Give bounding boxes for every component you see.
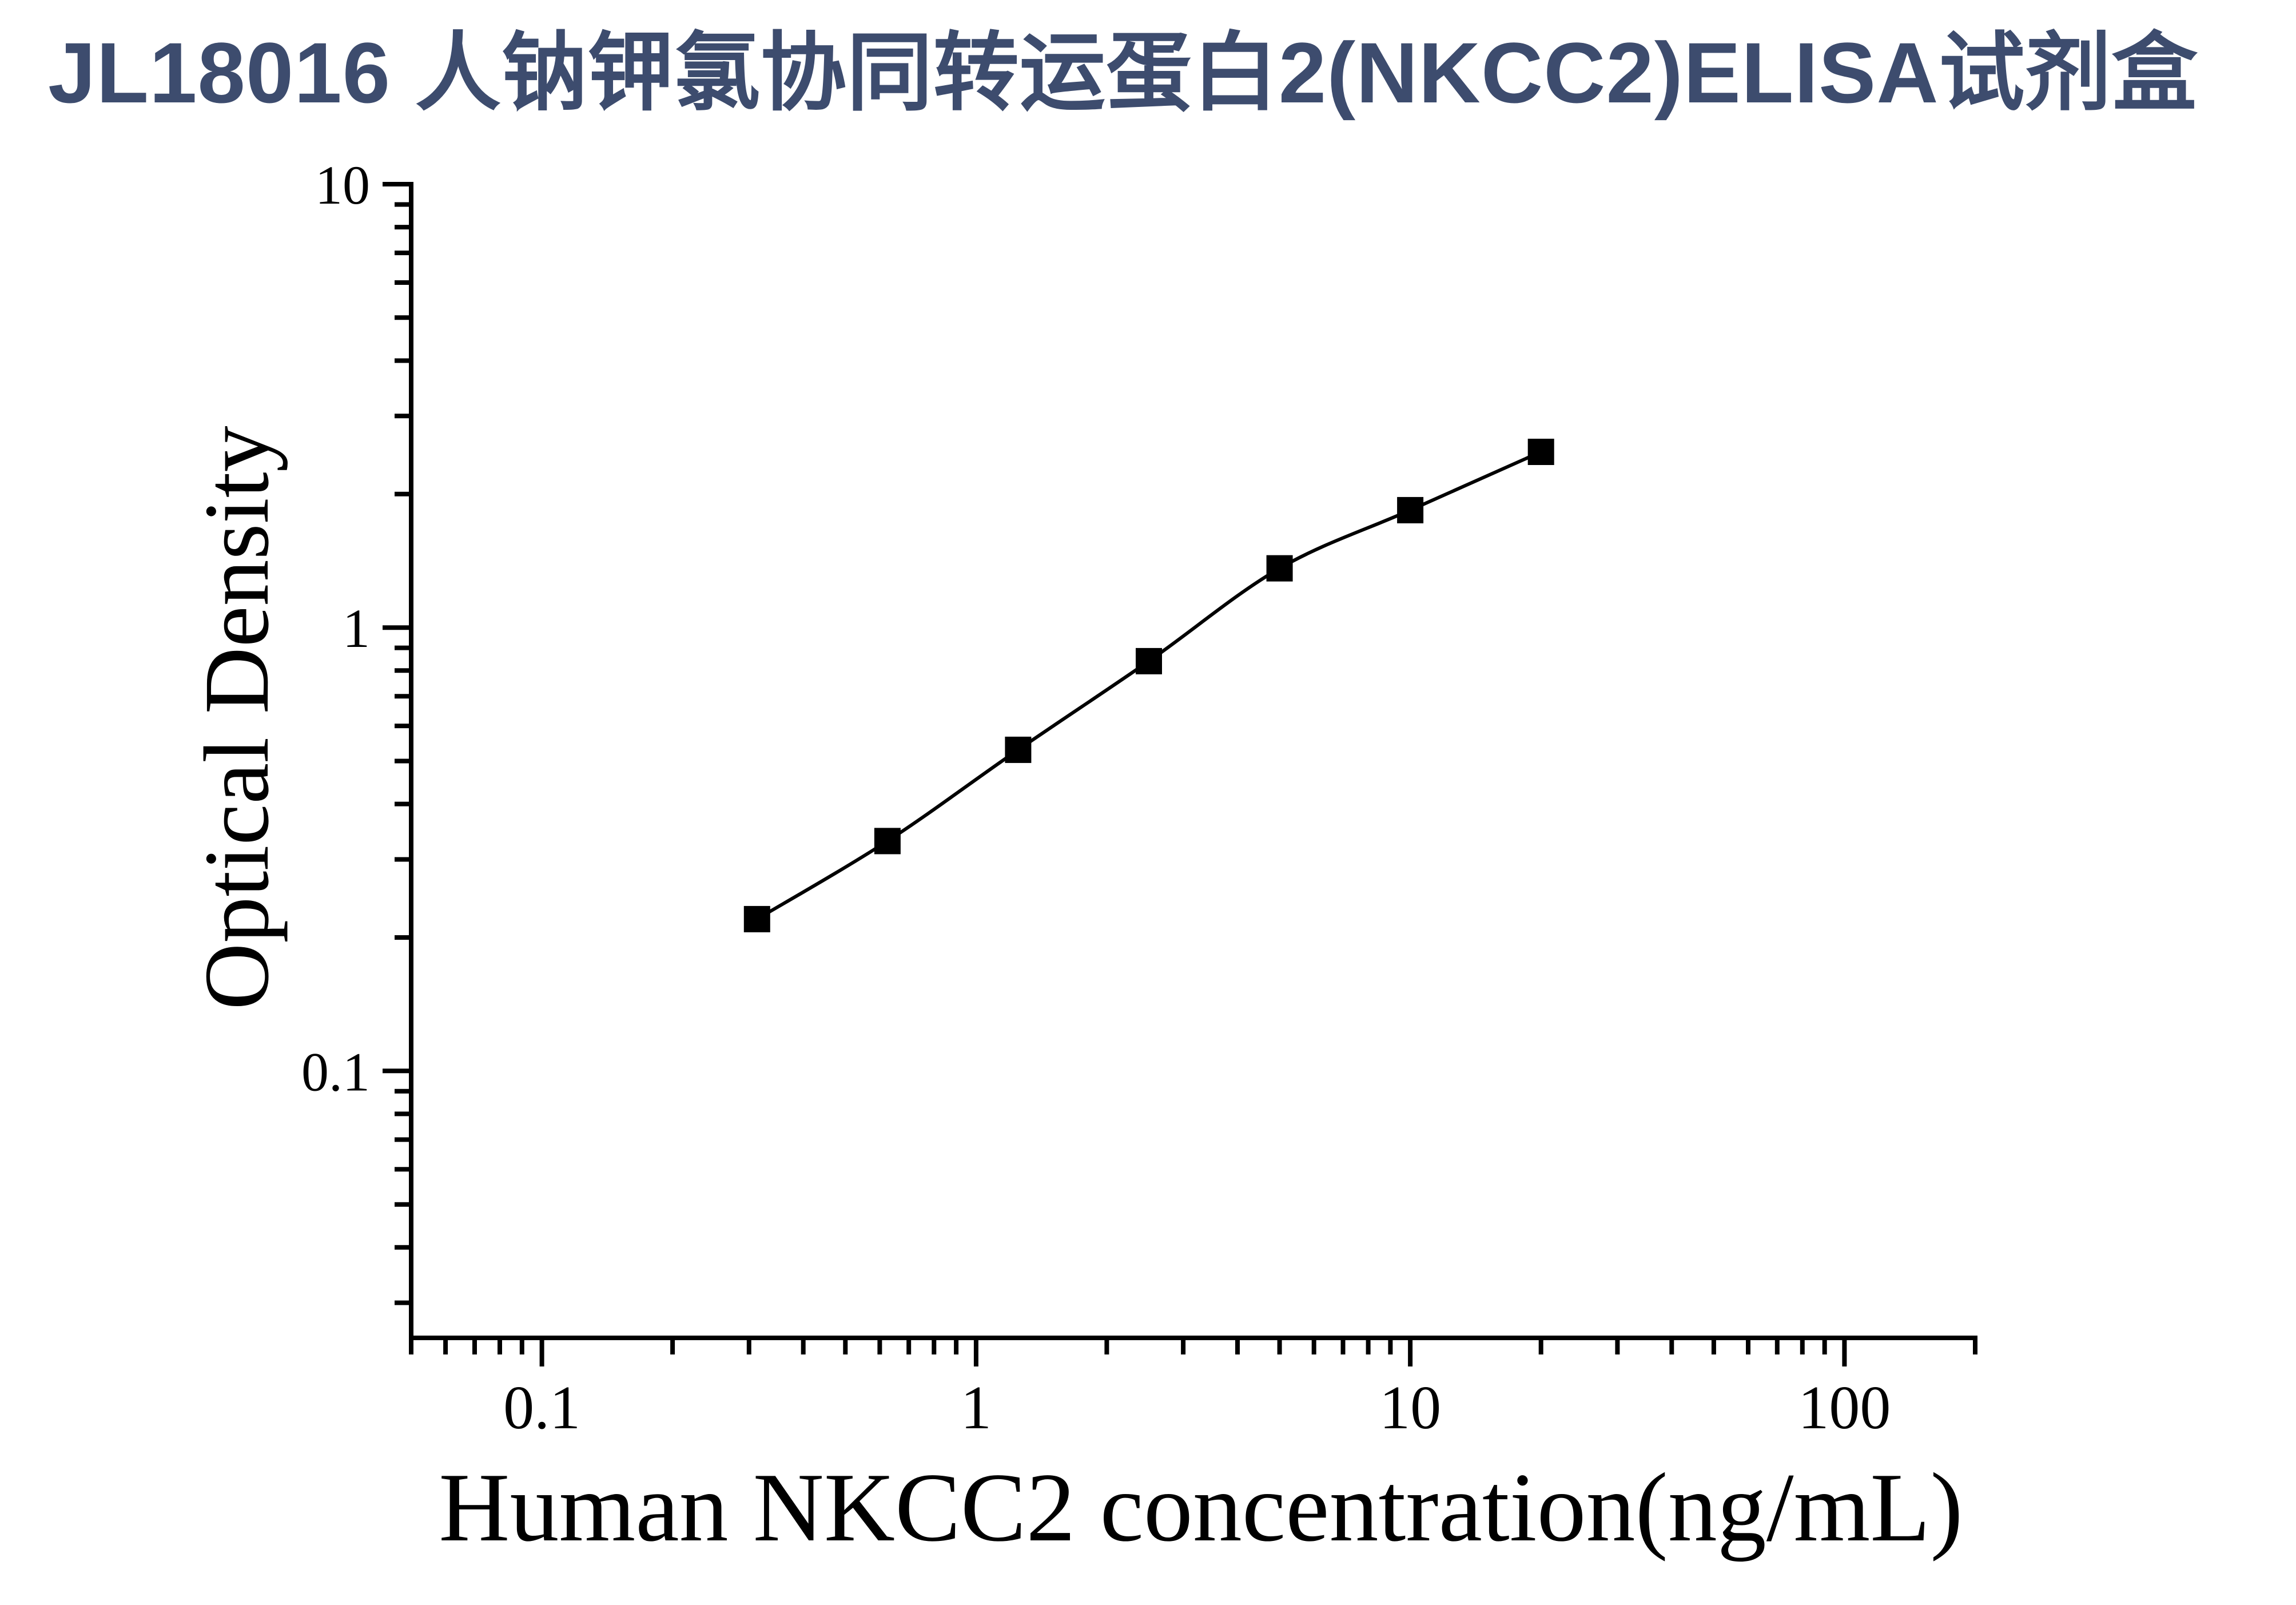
data-point-marker — [874, 828, 901, 855]
data-point-marker — [743, 905, 770, 932]
x-axis-label: Human NKCC2 concentration(ng/mL) — [439, 1453, 1963, 1562]
figure-title: JL18016 人钠钾氯协同转运蛋白2(NKCC2)ELISA试剂盒 — [48, 25, 2198, 121]
data-point-marker — [1397, 496, 1424, 523]
y-axis-label: Optical Density — [186, 426, 288, 1010]
data-point-marker — [1266, 555, 1293, 582]
y-tick-label: 1 — [343, 598, 370, 659]
x-tick-label: 100 — [1798, 1374, 1891, 1442]
y-tick-label: 0.1 — [301, 1041, 370, 1102]
data-point-marker — [1005, 736, 1032, 763]
y-tick-label: 10 — [315, 154, 370, 216]
data-point-marker — [1527, 439, 1554, 465]
x-tick-label: 10 — [1379, 1374, 1441, 1442]
x-tick-label: 1 — [961, 1374, 992, 1442]
data-point-marker — [1136, 647, 1162, 674]
x-tick-label: 0.1 — [503, 1374, 580, 1442]
